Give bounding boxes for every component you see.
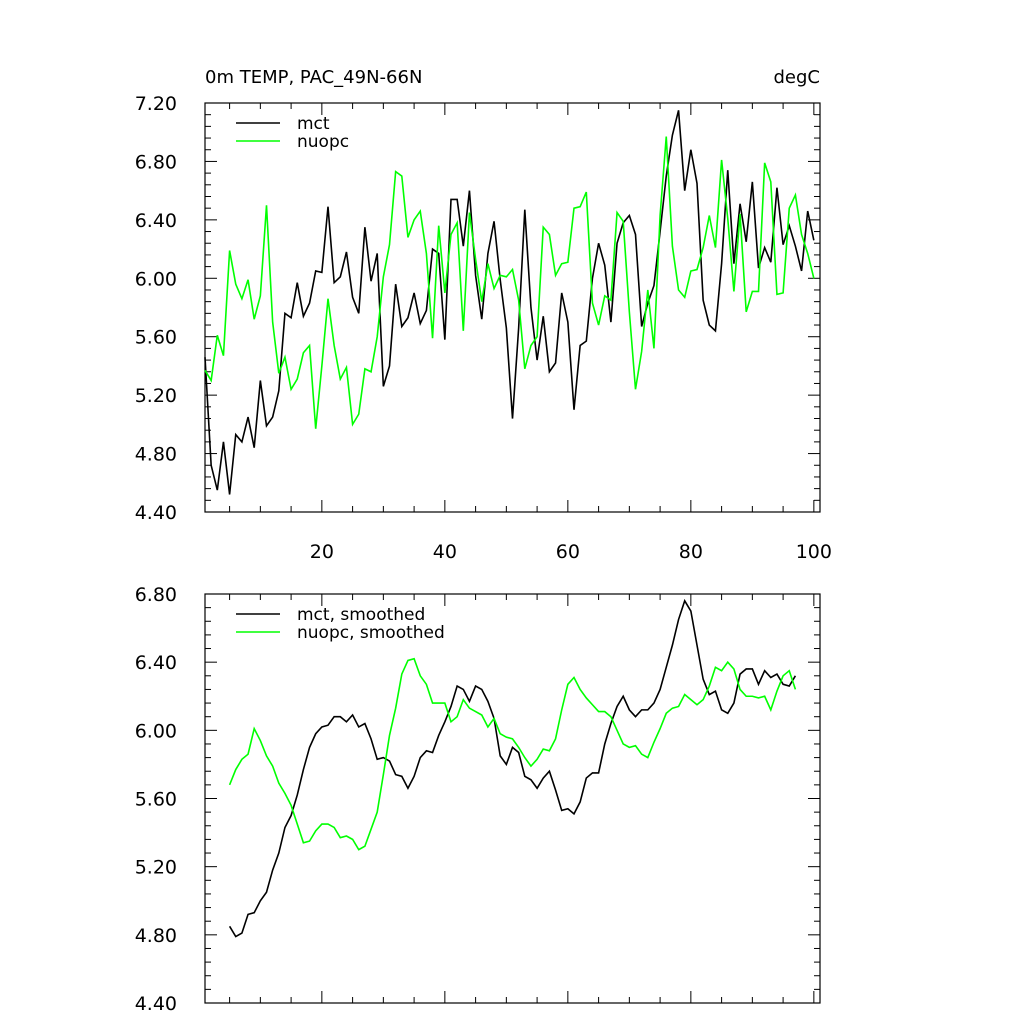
y-tick-label: 6.80: [135, 584, 177, 606]
plot-frame: [204, 102, 821, 513]
series-line: [228, 657, 797, 851]
y-tick-label: 5.60: [135, 327, 177, 349]
chart-title: 0m TEMP, PAC_49N-66N: [205, 67, 422, 88]
series-line: [204, 136, 815, 429]
y-tick-label: 4.80: [135, 925, 177, 947]
y-tick-label: 6.40: [135, 210, 177, 232]
y-tick-label: 5.60: [135, 789, 177, 811]
y-tick-label: 4.40: [135, 993, 177, 1015]
x-tick-label: 80: [679, 541, 703, 563]
y-tick-label: 5.20: [135, 857, 177, 879]
x-tick-label: 60: [556, 541, 580, 563]
y-tick-label: 4.40: [135, 502, 177, 524]
series-line: [204, 110, 815, 495]
legend-label: nuopc: [297, 132, 349, 152]
legend-label: nuopc, smoothed: [297, 623, 445, 643]
legend-label: mct: [297, 114, 330, 134]
y-tick-label: 6.00: [135, 720, 177, 742]
x-tick-label: 40: [433, 541, 457, 563]
legend-label: mct, smoothed: [297, 605, 425, 625]
y-tick-label: 7.20: [135, 93, 177, 115]
y-tick-label: 6.40: [135, 652, 177, 674]
units-label: degC: [774, 67, 821, 88]
y-tick-label: 6.80: [135, 151, 177, 173]
series-line: [228, 598, 797, 938]
y-tick-label: 6.00: [135, 268, 177, 290]
x-tick-label: 20: [310, 541, 334, 563]
y-tick-label: 5.20: [135, 385, 177, 407]
x-tick-label: 100: [796, 541, 832, 563]
plot-frame: [204, 593, 821, 1004]
y-tick-label: 4.80: [135, 444, 177, 466]
